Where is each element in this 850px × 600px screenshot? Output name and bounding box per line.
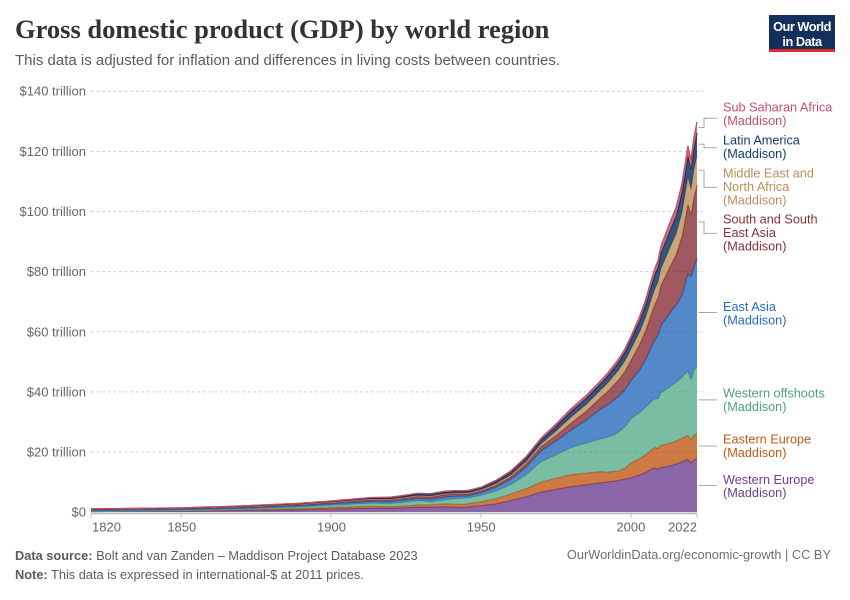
svg-text:1900: 1900 <box>317 520 346 535</box>
svg-text:Eastern Europe: Eastern Europe <box>723 433 811 447</box>
svg-text:(Maddison): (Maddison) <box>723 239 786 253</box>
svg-text:2000: 2000 <box>616 520 645 535</box>
svg-text:North Africa: North Africa <box>723 180 790 194</box>
svg-text:Sub Saharan Africa: Sub Saharan Africa <box>723 101 833 115</box>
svg-text:$100 trillion: $100 trillion <box>20 204 87 219</box>
svg-text:$0: $0 <box>72 505 86 520</box>
svg-text:(Maddison): (Maddison) <box>723 314 786 328</box>
svg-text:$80 trillion: $80 trillion <box>27 264 86 279</box>
svg-text:$60 trillion: $60 trillion <box>27 324 86 339</box>
svg-text:East Asia: East Asia <box>723 300 777 314</box>
svg-text:(Maddison): (Maddison) <box>723 400 786 414</box>
svg-text:(Maddison): (Maddison) <box>723 446 786 460</box>
svg-text:Western offshoots: Western offshoots <box>723 387 825 401</box>
svg-text:Latin America: Latin America <box>723 134 801 148</box>
svg-text:Middle East and: Middle East and <box>723 167 814 181</box>
svg-text:$20 trillion: $20 trillion <box>27 445 86 460</box>
svg-text:Western Europe: Western Europe <box>723 473 814 487</box>
svg-text:(Maddison): (Maddison) <box>723 114 786 128</box>
svg-text:$120 trillion: $120 trillion <box>20 144 87 159</box>
svg-text:2022: 2022 <box>668 520 697 535</box>
svg-text:$40 trillion: $40 trillion <box>27 384 86 399</box>
svg-text:1950: 1950 <box>467 520 496 535</box>
svg-text:1850: 1850 <box>167 520 196 535</box>
svg-text:1820: 1820 <box>92 520 121 535</box>
svg-text:(Maddison): (Maddison) <box>723 147 786 161</box>
svg-text:East Asia: East Asia <box>723 226 777 240</box>
svg-text:South and South: South and South <box>723 213 818 227</box>
svg-text:(Maddison): (Maddison) <box>723 486 786 500</box>
svg-text:$140 trillion: $140 trillion <box>20 84 87 99</box>
svg-text:(Maddison): (Maddison) <box>723 193 786 207</box>
